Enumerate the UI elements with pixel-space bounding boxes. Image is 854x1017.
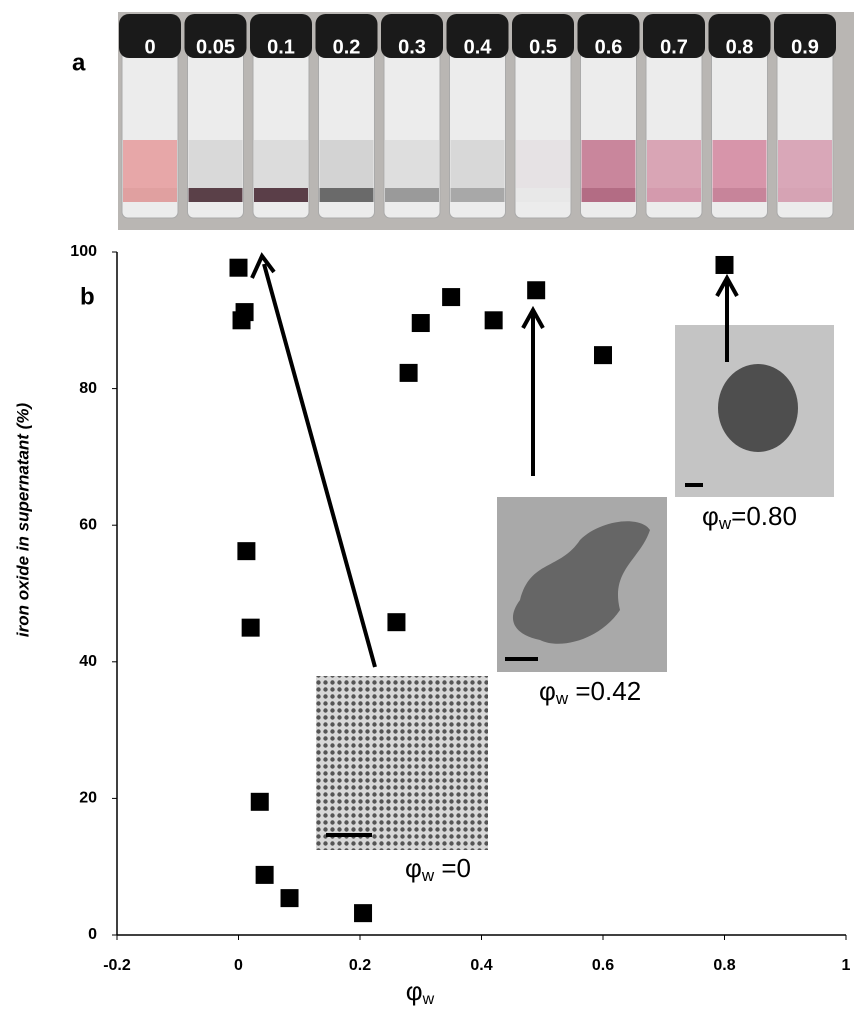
point — [232, 311, 251, 330]
point — [411, 314, 430, 333]
annotation-symbol: φ — [405, 853, 422, 883]
vial-label: 0.2 — [333, 36, 361, 58]
inset-image — [316, 676, 488, 850]
vial-sediment — [385, 188, 439, 202]
y-tick-label: 80 — [79, 380, 97, 397]
annotation-text: =0.42 — [568, 676, 641, 706]
point — [229, 258, 248, 277]
point — [442, 288, 461, 307]
annotation-text: =0.80 — [731, 501, 797, 531]
annotation-text: =0 — [434, 853, 471, 883]
x-tick-label: 0.4 — [470, 957, 492, 974]
vial-cap — [446, 14, 509, 58]
x-label-symbol: φ — [406, 976, 423, 1006]
vial-cap — [577, 14, 640, 58]
annotation-symbol: φ — [702, 501, 719, 531]
inset-label: φw=0.80 — [702, 501, 797, 534]
vial-liquid — [319, 140, 374, 195]
point — [527, 281, 546, 300]
vial-label: 0.05 — [196, 36, 235, 58]
point — [255, 865, 274, 884]
vial-liquid — [581, 140, 636, 195]
vial-label: 0.1 — [267, 36, 295, 58]
x-tick-label: 0.8 — [713, 957, 735, 974]
vial-cap — [643, 14, 705, 58]
vial-sediment — [581, 188, 636, 202]
annotation-subscript: w — [421, 866, 435, 885]
vial-cap — [184, 14, 247, 58]
vial-liquid — [450, 140, 505, 195]
vial-cap — [708, 14, 771, 58]
aggregate — [512, 521, 650, 644]
arrows — [250, 252, 739, 668]
vial-sediment — [254, 188, 308, 202]
vial-cap — [512, 14, 574, 58]
point — [484, 311, 503, 330]
vial-label: 0 — [144, 36, 155, 58]
point — [241, 618, 260, 637]
vial-sediment — [516, 188, 570, 202]
vial-liquid — [385, 140, 439, 195]
x-tick-label: 0 — [234, 957, 243, 974]
point — [354, 904, 373, 923]
vial-liquid — [516, 140, 570, 195]
point — [280, 889, 299, 908]
vial-sediment — [319, 188, 374, 202]
vial-liquid — [778, 140, 832, 195]
x-tick-label: 1 — [842, 957, 851, 974]
vial-sediment — [712, 188, 767, 202]
vial-liquid — [254, 140, 308, 195]
vial-sediment — [450, 188, 505, 202]
vial-label: 0.7 — [660, 36, 688, 58]
y-tick-label: 100 — [70, 243, 97, 260]
x-tick-label: 0.6 — [592, 957, 614, 974]
vial-label: 0.8 — [726, 36, 754, 58]
x-label-subscript: w — [422, 991, 435, 1008]
vial-sediment — [188, 188, 243, 202]
y-tick-label: 20 — [79, 790, 97, 807]
point — [594, 346, 612, 365]
vial-label: 0.3 — [398, 36, 426, 58]
y-axis-label: iron oxide in supernatant (%) — [13, 403, 32, 638]
vial-cap — [119, 14, 181, 58]
panel-label: a — [72, 49, 86, 76]
x-tick-label: 0.2 — [349, 957, 371, 974]
point — [237, 542, 256, 561]
y-tick-label: 0 — [88, 926, 97, 943]
annotation-subscript: w — [555, 689, 569, 708]
aggregate — [718, 364, 798, 452]
point — [387, 613, 406, 632]
vial-label: 0.6 — [595, 36, 623, 58]
y-tick-label: 40 — [79, 653, 97, 670]
x-axis-label: φw — [406, 976, 435, 1008]
vial-liquid — [123, 140, 177, 195]
annotation-symbol: φ — [539, 676, 556, 706]
vial-liquid — [647, 140, 701, 195]
point — [250, 792, 269, 811]
point — [715, 255, 734, 274]
vial-liquid — [188, 140, 243, 195]
vial-liquid — [712, 140, 767, 195]
x-tick-label: -0.2 — [103, 957, 131, 974]
panel-label: b — [80, 283, 95, 310]
vial-sediment — [647, 188, 701, 202]
vial-cap — [381, 14, 443, 58]
point — [399, 363, 418, 382]
vial-sediment — [123, 188, 177, 202]
vial-cap — [250, 14, 312, 58]
vial-label: 0.5 — [529, 36, 557, 58]
inset-label: φw =0 — [405, 853, 471, 886]
vial-label: 0.9 — [791, 36, 819, 58]
vial-sediment — [778, 188, 832, 202]
inset-label: φw =0.42 — [539, 676, 641, 709]
y-tick-label: 60 — [79, 516, 97, 533]
vial-cap — [774, 14, 836, 58]
vial-label: 0.4 — [464, 36, 493, 58]
vial-cap — [315, 14, 378, 58]
annotation-subscript: w — [718, 514, 732, 533]
